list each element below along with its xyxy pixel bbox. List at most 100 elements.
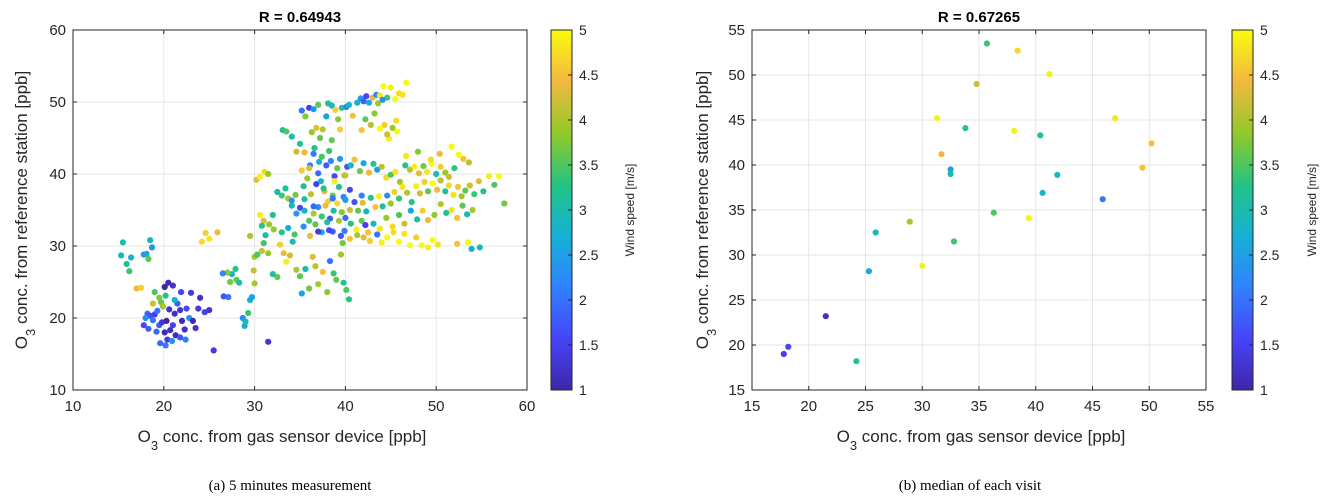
data-point (459, 202, 466, 209)
data-point (192, 325, 199, 332)
data-point (394, 128, 401, 135)
data-point (319, 268, 326, 275)
data-point (378, 239, 385, 246)
colorbar-tick-label: 1 (1260, 382, 1268, 398)
data-point (288, 133, 295, 140)
data-point (437, 163, 444, 170)
data-point (345, 296, 353, 303)
colorbar-tick-label: 3.5 (1260, 157, 1280, 173)
data-point (379, 203, 386, 210)
data-point (458, 193, 465, 200)
data-point (413, 183, 420, 190)
data-point (315, 228, 322, 235)
axes-box (72, 29, 528, 391)
data-point (358, 127, 365, 134)
data-point (331, 178, 338, 185)
data-point (210, 347, 217, 354)
data-point (220, 293, 227, 300)
x-tick-label: 10 (65, 398, 82, 415)
y-tick-label: 45 (728, 112, 745, 129)
data-point (947, 170, 954, 178)
data-point (245, 309, 252, 317)
data-point (1148, 140, 1155, 147)
data-point (143, 250, 150, 257)
data-point (485, 173, 492, 180)
data-point (454, 183, 462, 191)
data-point (414, 216, 421, 223)
y-tick-label: 60 (49, 22, 66, 39)
data-point (309, 253, 316, 260)
x-axis-label: O3 conc. from gas sensor device [ppb] (837, 427, 1126, 453)
data-point (311, 145, 318, 152)
data-point (315, 170, 322, 177)
data-point (464, 211, 471, 218)
data-point (310, 106, 317, 113)
data-point (339, 240, 346, 247)
data-point (387, 200, 394, 207)
data-point (126, 268, 133, 275)
data-point (343, 286, 350, 293)
data-point (465, 159, 472, 166)
chart-title: R = 0.64943 (259, 9, 341, 26)
data-point (1099, 196, 1106, 203)
data-point (434, 186, 441, 193)
data-point (232, 265, 239, 273)
data-point (424, 188, 432, 195)
data-point (307, 191, 314, 198)
data-point (328, 137, 335, 144)
data-point (283, 258, 290, 265)
x-tick-label: 30 (914, 398, 931, 415)
data-point (392, 96, 399, 103)
data-point (317, 178, 324, 185)
data-point (469, 206, 476, 214)
x-tick-label: 50 (428, 398, 445, 415)
data-point (274, 188, 281, 196)
data-point (323, 113, 330, 120)
data-point (219, 270, 226, 277)
data-point (301, 196, 308, 203)
data-point (293, 148, 300, 155)
data-point (306, 165, 313, 172)
x-tick-label: 35 (971, 398, 988, 415)
data-point (326, 258, 334, 265)
data-point (370, 220, 377, 227)
data-point (436, 150, 443, 157)
data-point (274, 273, 281, 281)
data-point (298, 167, 305, 174)
data-point (471, 191, 478, 198)
data-point (1014, 47, 1021, 54)
colorbar-tick-label: 2 (1260, 292, 1268, 308)
data-point (328, 102, 335, 109)
scatter-panel-a: 10 20 30 40 50 60 10 20 30 40 50 60 R = 0.64943 O3 co… (12, 9, 637, 453)
data-point (1025, 215, 1032, 222)
data-point (315, 281, 322, 288)
data-point (395, 195, 403, 202)
data-point (354, 232, 361, 239)
data-point (324, 219, 331, 226)
data-point (265, 170, 272, 178)
data-point (358, 217, 365, 224)
y-axis-label: O3 conc. from reference station [ppb] (12, 71, 38, 349)
data-point (424, 244, 432, 251)
data-point (286, 252, 294, 259)
data-point (278, 192, 285, 199)
x-tick-label: 60 (519, 398, 536, 415)
data-point (366, 237, 373, 245)
data-point (466, 182, 473, 189)
data-point (159, 303, 166, 310)
x-tick-label: 15 (744, 398, 761, 415)
data-point (293, 266, 300, 273)
data-point (1039, 189, 1046, 196)
data-point (1046, 71, 1053, 78)
data-point (476, 244, 483, 251)
data-point (424, 168, 431, 175)
data-point (178, 317, 186, 324)
data-point (427, 156, 434, 163)
data-point (401, 230, 408, 237)
data-point (391, 188, 398, 196)
data-point (345, 101, 353, 108)
data-point (468, 245, 475, 252)
data-point (462, 187, 469, 194)
data-point (308, 129, 315, 136)
data-point (214, 229, 221, 236)
